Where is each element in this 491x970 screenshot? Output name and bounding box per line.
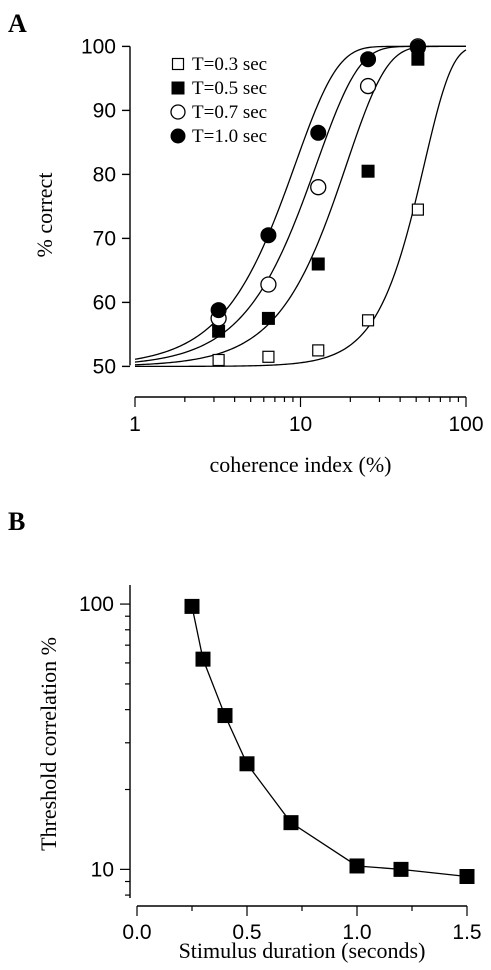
data-point [261,311,275,325]
data-point [411,203,424,216]
x-tick-label: 10 [289,413,312,436]
data-point [212,353,225,367]
legend-marker [171,57,185,71]
x-tick-label: 1.5 [452,921,481,944]
data-point [184,598,200,614]
threshold-chart: 10 100 0.0 0.5 1.0 1.5 Stimulus duration (seco… [36,585,482,963]
x-tick-label: 0.5 [232,921,261,944]
fit-curve-1 [135,49,467,368]
panel-a-letter: A [8,9,27,38]
y-tick-label: 70 [93,227,116,250]
y-axis-label: Threshold correlation % [36,637,61,851]
data-point [260,276,277,293]
legend-marker [170,128,186,144]
y-tick-label: 10 [91,858,114,881]
data-point [349,858,365,874]
data-point [310,124,327,141]
data-point [361,164,375,178]
legend-marker [170,104,186,120]
data-point [283,815,299,831]
data-point [260,227,277,244]
legend-label: T=0.7 sec [192,102,267,123]
fit-curve-4 [134,45,466,360]
data-point [262,350,275,363]
data-point [210,302,227,319]
x-axis-label: Stimulus duration (seconds) [179,938,426,963]
legend-marker [171,81,185,95]
x-tick-label: 100 [448,413,483,436]
legend-label: T=0.5 sec [192,78,267,99]
data-point [217,708,233,724]
x-axis-label: coherence index (%) [209,452,391,477]
y-axis-label: % correct [32,173,57,258]
data-point [459,869,475,885]
x-tick-label: 1.0 [342,921,371,944]
data-point [361,314,375,327]
x-tick-label: 0.0 [122,921,151,944]
y-tick-label: 80 [93,163,116,186]
data-point [312,344,325,357]
data-point [409,39,426,56]
panel-b-letter: B [8,507,25,536]
y-tick-label: 100 [81,35,116,58]
data-point [359,77,377,95]
data-point [311,257,325,271]
data-point [212,324,226,338]
legend-label: T=1.0 sec [192,126,267,147]
legend-label: T=0.3 sec [192,54,267,75]
y-tick-label: 100 [79,593,114,616]
y-tick-label: 60 [93,291,116,314]
x-tick-label: 1 [129,413,141,436]
data-point [393,861,409,877]
series-line [191,606,468,878]
data-point [195,651,211,667]
data-point [360,51,377,68]
data-point [239,756,255,772]
y-tick-label: 50 [93,355,116,378]
data-point [310,179,327,196]
y-tick-label: 90 [93,99,116,122]
